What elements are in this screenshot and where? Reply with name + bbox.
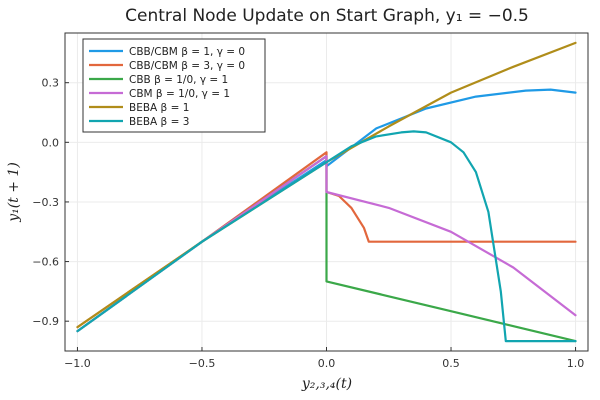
y-tick-label: 0.3 [42, 77, 60, 90]
legend-entry-1: CBB/CBM β = 1, γ = 0 [129, 46, 245, 58]
legend-box [82, 38, 266, 133]
x-axis-title: y₂,₃,₄(t) [301, 376, 352, 392]
y-axis-title: y₁(t + 1) [6, 162, 22, 223]
legend: CBB/CBM β = 1, γ = 0 CBB/CBM β = 3, γ = 0… [82, 38, 266, 133]
series-line-6 [76, 130, 577, 343]
chart-title: Central Node Update on Start Graph, y₁ =… [125, 6, 529, 26]
series-line-2 [76, 151, 577, 329]
x-tick-label: −1.0 [64, 357, 91, 370]
legend-entry-5: BEBA β = 1 [129, 102, 189, 114]
legend-entry-4: CBM β = 1/0, γ = 1 [129, 88, 230, 100]
axis-ticks: −1.0 −0.5 0.0 0.5 1.0 0.3 0.0 −0.3 −0.6 −0.9 [32, 77, 584, 370]
y-tick-label: −0.3 [32, 196, 59, 209]
legend-entry-6: BEBA β = 3 [129, 116, 189, 128]
x-tick-label: 0.5 [442, 357, 460, 370]
legend-entry-2: CBB/CBM β = 3, γ = 0 [129, 60, 245, 72]
series-lines [76, 41, 577, 343]
x-tick-label: −0.5 [189, 357, 216, 370]
legend-entry-3: CBB β = 1/0, γ = 1 [129, 74, 228, 86]
y-tick-label: −0.9 [32, 315, 59, 328]
y-tick-label: 0.0 [42, 136, 60, 149]
y-tick-label: −0.6 [32, 256, 59, 269]
x-tick-label: 0.0 [318, 357, 336, 370]
x-tick-label: 1.0 [567, 357, 585, 370]
